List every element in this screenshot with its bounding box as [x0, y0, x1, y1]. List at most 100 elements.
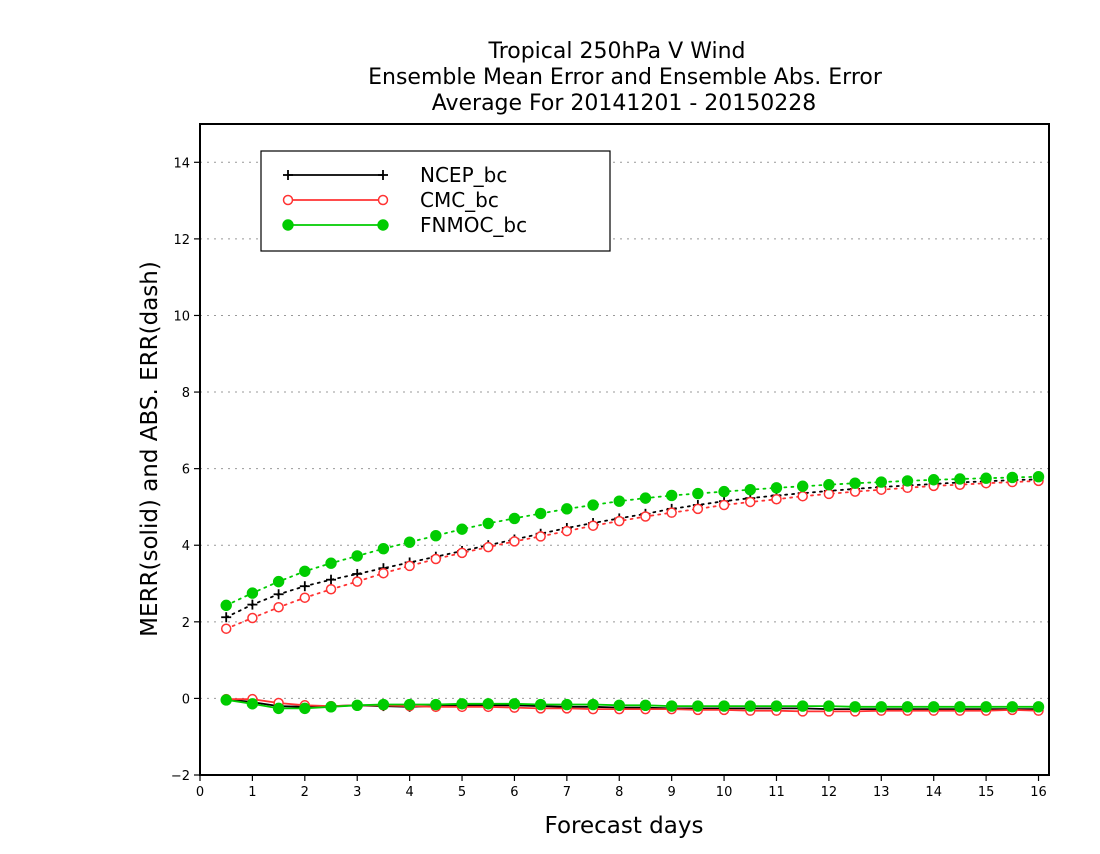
open-circle-marker — [430, 553, 442, 565]
filled-circle-marker — [796, 480, 809, 492]
filled-circle-marker — [901, 475, 914, 487]
x-tick-label: 15 — [978, 785, 995, 800]
filled-circle-marker — [377, 219, 389, 231]
filled-circle-marker — [482, 698, 494, 710]
filled-circle-marker — [272, 702, 285, 715]
abs-err-line-CMC_bc — [225, 480, 1040, 630]
y-axis-label: MERR(solid) and ABS. ERR(dash) — [137, 261, 163, 637]
filled-circle-marker — [665, 700, 678, 712]
filled-circle-marker — [875, 701, 887, 713]
filled-circle-marker — [508, 512, 521, 525]
open-circle-marker — [282, 194, 294, 206]
filled-circle-marker — [954, 473, 966, 485]
filled-circle-marker — [639, 492, 652, 504]
x-tick-label: 8 — [615, 785, 623, 800]
open-circle-marker — [456, 547, 468, 559]
filled-circle-marker — [482, 517, 494, 530]
series-NCEP_bc — [221, 474, 1044, 715]
open-circle-marker — [587, 520, 599, 531]
filled-circle-marker — [613, 495, 625, 507]
x-tick-label: 9 — [668, 785, 676, 800]
open-circle-marker — [823, 488, 835, 500]
plus-marker — [378, 170, 388, 180]
filled-circle-marker — [928, 701, 940, 713]
filled-circle-marker — [377, 542, 390, 555]
x-tick-label: 11 — [768, 785, 785, 800]
series-CMC_bc — [220, 475, 1044, 717]
x-tick-label: 0 — [196, 785, 204, 800]
filled-circle-marker — [665, 489, 678, 502]
filled-circle-marker — [299, 565, 311, 577]
open-circle-marker — [535, 531, 546, 542]
open-circle-marker — [482, 541, 494, 553]
filled-circle-marker — [282, 219, 294, 231]
filled-circle-marker — [587, 698, 599, 711]
filled-circle-marker — [692, 487, 704, 500]
open-circle-marker — [797, 490, 808, 502]
x-tick-label: 6 — [510, 785, 518, 800]
y-tick-label: 2 — [182, 616, 190, 631]
filled-circle-marker — [220, 694, 232, 706]
legend-entry-CMC_bc: CMC_bc — [282, 188, 499, 212]
open-circle-marker — [351, 576, 363, 587]
filled-circle-marker — [692, 700, 704, 712]
x-tick-label: 2 — [301, 785, 309, 800]
chart-title-line-3: Average For 20141201 - 20150228 — [432, 91, 817, 116]
x-tick-label: 3 — [353, 785, 361, 800]
filled-circle-marker — [875, 476, 887, 488]
plus-marker — [247, 599, 258, 610]
filled-circle-marker — [325, 557, 337, 569]
legend-label: FNMOC_bc — [420, 213, 527, 237]
filled-circle-marker — [456, 698, 468, 710]
legend-box — [260, 150, 611, 252]
filled-circle-marker — [1032, 701, 1045, 713]
filled-circle-marker — [980, 472, 992, 484]
open-circle-marker — [692, 503, 704, 515]
open-circle-marker — [614, 515, 625, 527]
filled-circle-marker — [613, 699, 625, 712]
x-tick-label: 13 — [873, 785, 890, 800]
filled-circle-marker — [718, 700, 730, 712]
chart-title-line-2: Ensemble Mean Error and Ensemble Abs. Er… — [368, 65, 883, 90]
legend-label: NCEP_bc — [420, 163, 507, 187]
filled-circle-marker — [430, 698, 442, 711]
filled-circle-marker — [1006, 701, 1019, 713]
open-circle-marker — [378, 567, 389, 579]
filled-circle-marker — [823, 479, 835, 491]
filled-circle-marker — [980, 701, 992, 713]
x-tick-label: 10 — [716, 785, 733, 800]
filled-circle-marker — [430, 529, 442, 542]
legend-entry-FNMOC_bc: FNMOC_bc — [282, 213, 527, 237]
filled-circle-marker — [928, 474, 940, 486]
series-FNMOC_bc — [220, 470, 1045, 715]
open-circle-marker — [745, 496, 756, 508]
open-circle-marker — [771, 494, 782, 505]
filled-circle-marker — [246, 698, 259, 710]
open-circle-marker — [640, 511, 651, 522]
x-tick-label: 1 — [248, 785, 256, 800]
filled-circle-marker — [403, 536, 416, 548]
y-tick-label: 14 — [173, 156, 190, 171]
x-tick-label: 4 — [405, 785, 413, 800]
filled-circle-marker — [508, 698, 521, 710]
filled-circle-marker — [744, 484, 756, 496]
plus-marker — [221, 612, 232, 623]
filled-circle-marker — [587, 499, 599, 511]
x-tick-label: 7 — [563, 785, 571, 800]
open-circle-marker — [718, 499, 730, 511]
filled-circle-marker — [849, 701, 861, 713]
x-axis-label: Forecast days — [545, 813, 704, 839]
plus-marker — [273, 589, 284, 600]
filled-circle-marker — [823, 700, 835, 712]
filled-circle-marker — [1032, 470, 1045, 483]
filled-circle-marker — [351, 550, 363, 562]
y-tick-label: 0 — [182, 692, 190, 707]
filled-circle-marker — [403, 698, 416, 711]
filled-circle-marker — [901, 701, 914, 713]
open-circle-marker — [220, 623, 232, 634]
filled-circle-marker — [246, 587, 259, 599]
filled-circle-marker — [325, 701, 337, 713]
